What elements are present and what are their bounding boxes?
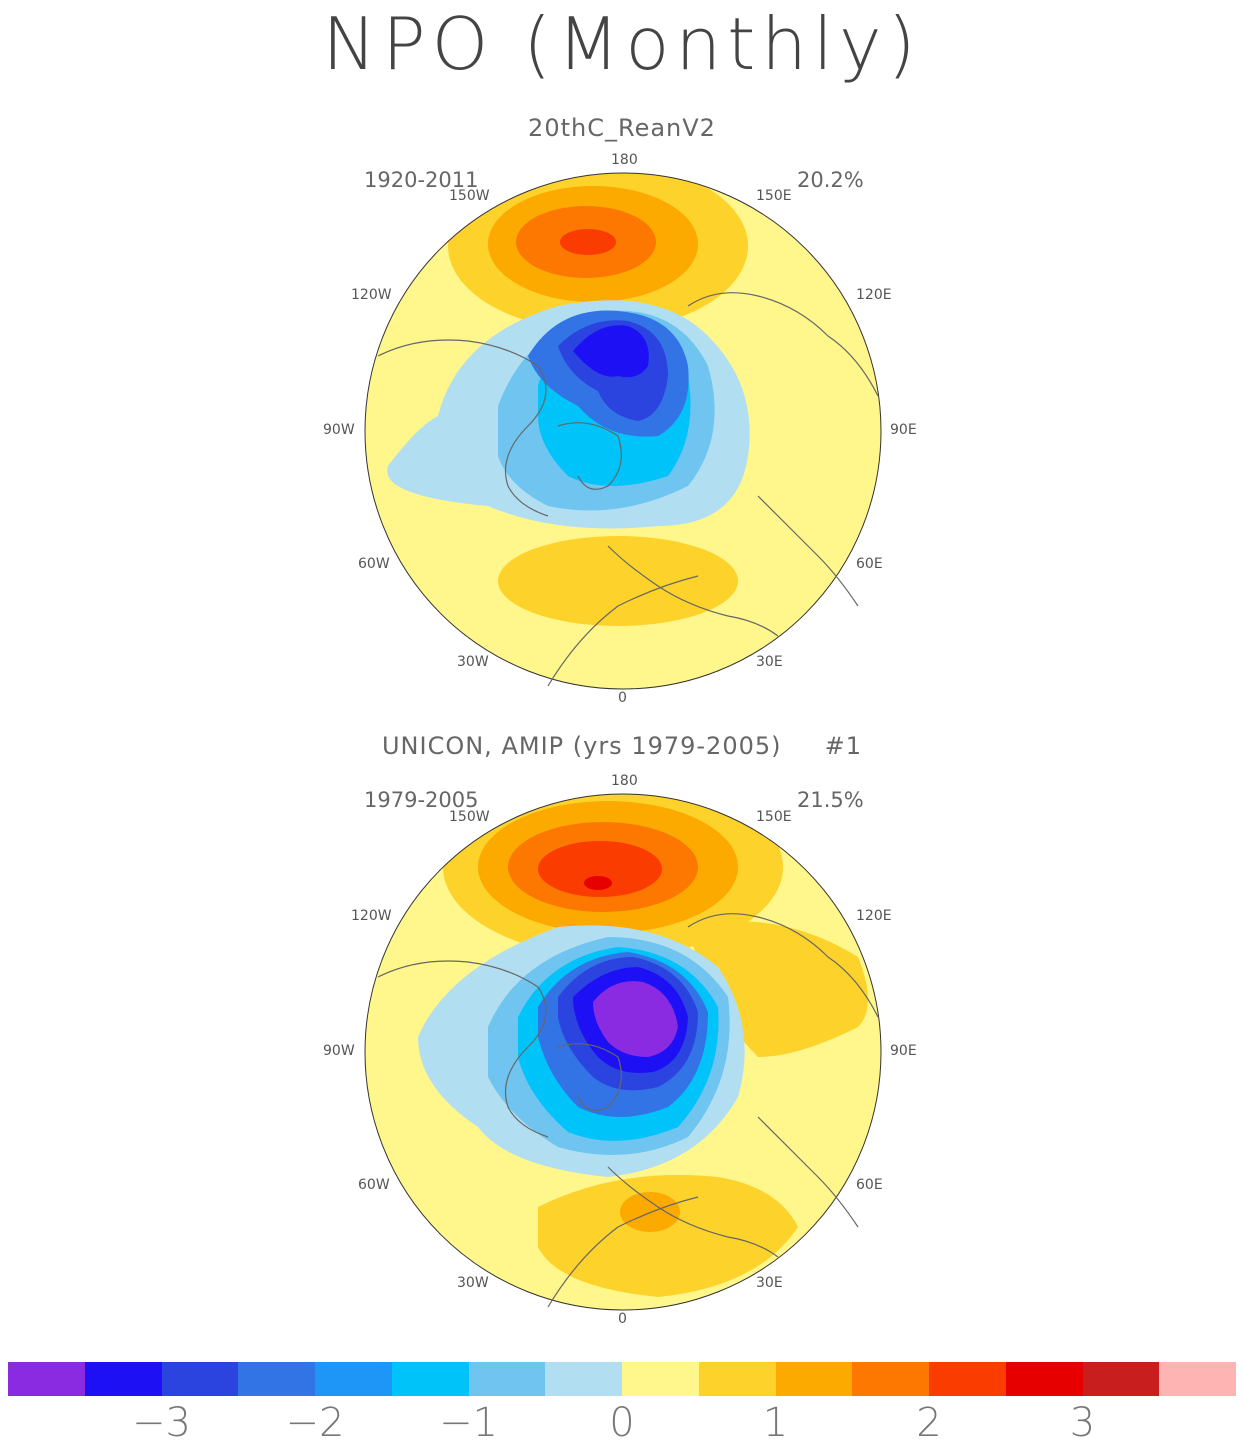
p1-lon-30w: 30W [457,654,489,670]
colorbar-tick-label: 1 [762,1400,789,1446]
p2-lon-120w: 120W [351,908,392,924]
colorbar-swatch [698,1362,776,1396]
colorbar-tick-label: −2 [285,1400,345,1446]
panel1-variance: 20.2% [797,168,864,192]
p1-lon-0: 0 [618,690,627,706]
p1-lon-60w: 60W [358,556,390,572]
p2-lon-30w: 30W [457,1275,489,1291]
colorbar-tick-label: −3 [132,1400,191,1446]
colorbar-tick-label: 0 [609,1400,635,1446]
colorbar-tick-label: 3 [1069,1400,1096,1446]
p2-lon-90e: 90E [890,1043,917,1059]
colorbar-swatch [852,1362,929,1396]
panel1-period: 1920-2011 [364,168,479,192]
p2-lon-60w: 60W [358,1177,390,1193]
p2-lon-150w: 150W [449,809,490,825]
colorbar-swatch [545,1362,622,1396]
p2-lon-0: 0 [618,1311,627,1327]
colorbar-swatch [622,1362,699,1396]
p1-lon-120e: 120E [856,287,892,303]
panel2-polar-map [364,793,882,1311]
colorbar [8,1362,1236,1396]
p1-lon-60e: 60E [856,556,883,572]
figure-title: NPO (Monthly) [322,2,922,86]
p1-lon-30e: 30E [756,654,783,670]
panel2-period: 1979-2005 [364,788,479,812]
colorbar-tick-label: 2 [916,1400,942,1446]
p1-lon-90w: 90W [323,422,355,438]
p2-lon-60e: 60E [856,1177,883,1193]
panel2-subtitle: UNICON, AMIP (yrs 1979-2005) #1 [381,732,863,760]
colorbar-swatch [1082,1362,1160,1396]
p2-lon-90w: 90W [323,1043,355,1059]
p1-lon-120w: 120W [351,287,392,303]
panel1-subtitle: 20thC_ReanV2 [528,114,716,142]
colorbar-swatch [238,1362,315,1396]
colorbar-swatch [84,1362,162,1396]
colorbar-swatch [315,1362,392,1396]
p2-lon-30e: 30E [756,1275,783,1291]
colorbar-tick-label: −1 [439,1400,498,1446]
p1-lon-90e: 90E [890,422,917,438]
panel2-variance: 21.5% [797,788,864,812]
panel1-polar-map [364,172,882,690]
colorbar-swatch [1159,1362,1236,1396]
p1-lon-150w: 150W [449,188,490,204]
p2-lon-180: 180 [611,773,638,789]
p2-lon-120e: 120E [856,908,892,924]
colorbar-swatch [8,1362,85,1396]
colorbar-swatch [1005,1362,1083,1396]
colorbar-swatch [391,1362,469,1396]
colorbar-swatch [929,1362,1006,1396]
p1-lon-150e: 150E [756,188,792,204]
p2-lon-150e: 150E [756,809,792,825]
colorbar-swatch [161,1362,239,1396]
colorbar-swatch [775,1362,853,1396]
p1-lon-180: 180 [611,152,638,168]
colorbar-swatch [468,1362,546,1396]
